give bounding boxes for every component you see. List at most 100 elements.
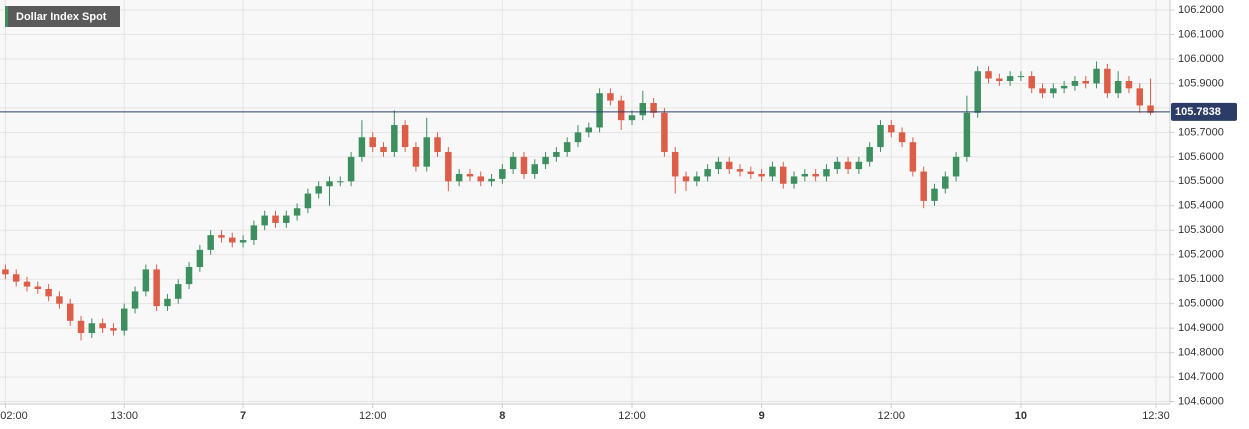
candle-body (1071, 80, 1079, 86)
candle-body (725, 161, 733, 170)
y-tick-label: 104.9000 (1178, 322, 1224, 334)
candle-body (834, 161, 841, 170)
candle-body (445, 151, 452, 182)
candle-body (747, 171, 755, 174)
candle-body (866, 147, 873, 162)
candle-body (326, 181, 333, 187)
candle-body (563, 142, 571, 152)
y-tick-label: 105.7000 (1178, 126, 1224, 138)
candle-body (920, 171, 927, 201)
candle-body (542, 156, 549, 165)
y-tick-label: 105.6000 (1178, 151, 1224, 163)
candle-body (769, 166, 776, 177)
candle-body (110, 328, 117, 331)
candle-body (823, 169, 830, 177)
y-tick-label: 104.6000 (1178, 395, 1224, 407)
candle-body (1017, 76, 1025, 78)
candle-body (218, 235, 225, 238)
candle-body (844, 161, 852, 170)
x-tick-label: 12:00 (359, 410, 387, 422)
y-tick-label: 105.0000 (1178, 298, 1224, 310)
candle-body (1104, 68, 1111, 94)
candle-body (704, 169, 711, 177)
candle-body (272, 215, 279, 223)
legend-box (5, 6, 120, 27)
candle-body (877, 125, 884, 148)
candle-body (434, 137, 441, 152)
candle-body (661, 112, 668, 152)
candle-body (283, 215, 290, 223)
candle-body (477, 176, 484, 182)
candle-body (1060, 85, 1068, 89)
candle-body (369, 137, 376, 148)
candle-body (758, 173, 765, 177)
candle-body (596, 93, 603, 128)
candle-body (671, 151, 679, 177)
candle-body (423, 137, 430, 167)
candle-body (1114, 80, 1122, 94)
candle-body (650, 103, 657, 113)
candle-body (1093, 68, 1100, 84)
x-tick-label: 9 (759, 410, 765, 422)
candle-body (520, 156, 528, 174)
candle-body (682, 176, 690, 182)
candle-body (790, 176, 798, 184)
candle-body (585, 127, 593, 133)
candle-body (12, 274, 20, 282)
candle-body (120, 308, 128, 331)
y-tick-label: 106.1000 (1178, 28, 1224, 40)
candle-body (1147, 105, 1154, 113)
candle-body (185, 266, 193, 285)
candle-body (261, 215, 268, 226)
y-tick-label: 105.4000 (1178, 200, 1224, 212)
candle-body (715, 161, 722, 170)
candle-body (888, 125, 895, 133)
x-tick-label: 12:30 (1142, 410, 1170, 422)
y-tick-label: 106.2000 (1178, 4, 1224, 16)
candle-body (131, 291, 139, 309)
candle-body (801, 173, 809, 177)
candle-body (553, 151, 560, 157)
candle-body (391, 125, 398, 152)
candle-body (196, 249, 204, 267)
legend-label: Dollar Index Spot (16, 11, 107, 23)
candle-body (996, 78, 1003, 81)
candle-body (304, 193, 312, 209)
candle-body (88, 323, 96, 334)
last-price-box (1171, 102, 1237, 121)
candle-body (56, 296, 63, 304)
candle-body (509, 156, 517, 170)
candle-body (531, 164, 539, 174)
x-tick-label: 7 (240, 410, 246, 422)
candle-body (1050, 88, 1057, 94)
candle-body (315, 186, 322, 194)
candle-body (909, 142, 917, 172)
candle-body (1136, 88, 1143, 106)
candle-body (607, 93, 614, 101)
candle-body (2, 269, 9, 275)
x-tick-label: 10 (1015, 410, 1027, 422)
candle-body (1028, 76, 1035, 89)
x-tick-label: 02:00 (0, 410, 28, 422)
x-tick-label: 12:00 (618, 410, 646, 422)
candle-body (499, 169, 506, 179)
candle-body (488, 178, 495, 182)
candle-body (1006, 76, 1014, 81)
legend-swatch (5, 6, 8, 27)
candle-body (293, 208, 301, 216)
candle-body (617, 100, 625, 121)
x-tick-label: 8 (499, 410, 505, 422)
candle-body (34, 286, 42, 289)
candle-body (380, 147, 387, 152)
candle-body (985, 71, 992, 79)
candle-body (1039, 88, 1046, 94)
candle-body (175, 284, 182, 299)
candle-body (974, 71, 981, 113)
candle-body (1082, 80, 1089, 84)
candle-body (412, 147, 420, 167)
candle-body (455, 173, 463, 182)
candle-body (574, 132, 582, 143)
candle-body (207, 235, 214, 250)
candle-body (931, 188, 938, 201)
